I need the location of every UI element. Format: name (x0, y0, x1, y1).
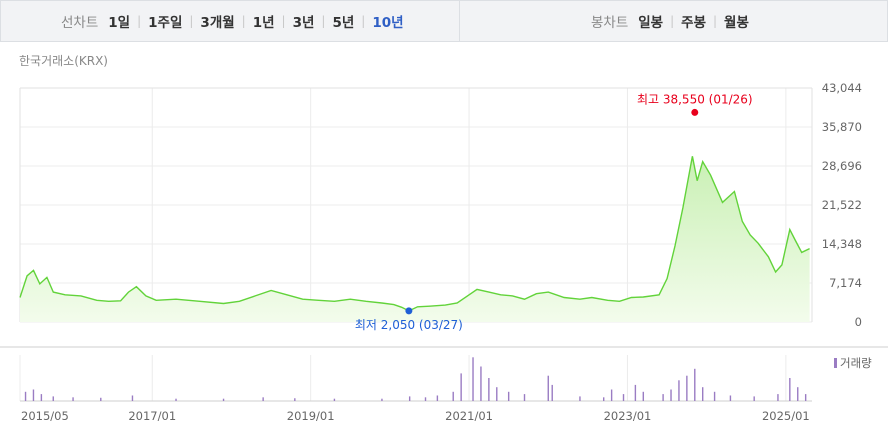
volume-bar (24, 391, 27, 401)
high-price-label: 최고 38,550 (01/26) (637, 92, 753, 106)
tab-1year[interactable]: 1년 (252, 15, 275, 31)
tab-10year[interactable]: 10년 (372, 15, 404, 31)
volume-bar (333, 398, 336, 401)
volume-bar (488, 378, 490, 401)
price-area (20, 156, 810, 322)
line-chart-label: 선차트 (61, 15, 99, 31)
tab-daily-candle[interactable]: 일봉 (638, 15, 664, 31)
volume-bar (294, 398, 296, 401)
tab-separator: | (670, 14, 675, 28)
volume-bar (436, 395, 439, 401)
volume-bar (804, 394, 807, 401)
x-tick-label: 2021/01 (445, 409, 493, 423)
volume-bar (472, 357, 474, 401)
volume-bar (789, 378, 791, 401)
tab-monthly-candle[interactable]: 월봉 (724, 15, 749, 31)
x-tick-label: 2015/05 (21, 409, 69, 423)
high-point-marker (691, 108, 699, 116)
tab-separator: | (189, 14, 194, 28)
x-tick-label: 2017/01 (128, 409, 176, 423)
candle-chart-tabs: 봉차트 일봉 | 주봉 | 월봉 (591, 1, 749, 41)
tab-separator: | (281, 14, 286, 28)
volume-bar (72, 397, 74, 401)
volume-bar (686, 375, 688, 401)
volume-bar (175, 398, 177, 401)
volume-bar (408, 396, 411, 401)
tab-separator: | (713, 14, 718, 28)
volume-bar (777, 394, 779, 401)
low-point-marker (405, 307, 413, 315)
volume-bar (753, 396, 755, 401)
volume-bar (32, 389, 35, 401)
tab-3month[interactable]: 3개월 (200, 15, 235, 31)
y-tick-label: 14,348 (822, 237, 862, 251)
tab-separator: | (137, 14, 142, 28)
volume-bar (551, 384, 553, 401)
tab-separator: | (241, 14, 246, 28)
volume-bars: 거래량 (24, 356, 872, 401)
volume-bar (547, 375, 549, 401)
tab-separator: | (321, 14, 326, 28)
volume-bar (579, 396, 581, 401)
exchange-label: 한국거래소(KRX) (19, 54, 108, 68)
volume-bar (702, 387, 704, 401)
x-tick-label: 2023/01 (604, 409, 652, 423)
y-tick-label: 28,696 (822, 159, 862, 173)
y-axis-labels: 43,044 35,870 28,696 21,522 14,348 7,174 0 (822, 81, 862, 329)
tab-weekly-candle[interactable]: 주봉 (681, 15, 706, 31)
candle-chart-label: 봉차트 (591, 15, 629, 31)
volume-bar (670, 389, 672, 401)
y-tick-label: 7,174 (829, 276, 862, 290)
y-tick-label: 21,522 (822, 198, 862, 212)
volume-bar (523, 394, 526, 401)
volume-bar (222, 398, 225, 401)
volume-bar (40, 394, 43, 401)
volume-bar (496, 387, 498, 401)
tab-1day[interactable]: 1일 (108, 15, 131, 31)
volume-bar (131, 395, 134, 401)
y-tick-label: 43,044 (822, 81, 862, 95)
volume-bar (52, 396, 54, 401)
volume-bar (713, 391, 716, 401)
volume-bar (381, 398, 383, 401)
volume-bar (507, 391, 510, 401)
volume-bar (797, 387, 799, 401)
volume-bar (100, 397, 102, 401)
volume-bar (603, 397, 605, 401)
x-axis-labels: 2015/05 2017/01 2019/01 2021/01 2023/01 2025/… (21, 409, 810, 423)
volume-bar (262, 397, 264, 401)
tab-5year[interactable]: 5년 (332, 15, 355, 31)
volume-bar (480, 366, 482, 401)
volume-bar (729, 395, 732, 401)
volume-bar (610, 389, 613, 401)
x-tick-label: 2025/01 (762, 409, 810, 423)
low-price-label: 최저 2,050 (03/27) (355, 318, 463, 332)
volume-bar (460, 373, 462, 401)
high-low-markers: 최고 38,550 (01/26) 최저 2,050 (03/27) (355, 92, 753, 331)
tab-3year[interactable]: 3년 (292, 15, 315, 31)
volume-bar (634, 384, 637, 401)
volume-bar (678, 380, 680, 401)
volume-bar (694, 368, 696, 401)
period-tab-bar: 선차트 1일 | 1주일 | 3개월 | 1년 | 3년 | 5년 | 10년 … (0, 0, 888, 42)
volume-legend-swatch (834, 358, 837, 368)
y-tick-label: 0 (855, 315, 862, 329)
line-chart-tabs: 선차트 1일 | 1주일 | 3개월 | 1년 | 3년 | 5년 | 10년 (61, 1, 404, 41)
volume-bar (662, 394, 664, 401)
volume-bar (452, 391, 454, 401)
x-tick-label: 2019/01 (287, 409, 335, 423)
tab-1week[interactable]: 1주일 (148, 15, 183, 31)
tab-separator: | (361, 14, 366, 28)
volume-bar (622, 394, 625, 401)
volume-legend-label: 거래량 (840, 356, 872, 370)
y-tick-label: 35,870 (822, 120, 862, 134)
volume-bar (642, 391, 645, 401)
price-line (19, 156, 810, 312)
tab-group-divider (459, 1, 460, 41)
volume-bar (424, 397, 427, 401)
